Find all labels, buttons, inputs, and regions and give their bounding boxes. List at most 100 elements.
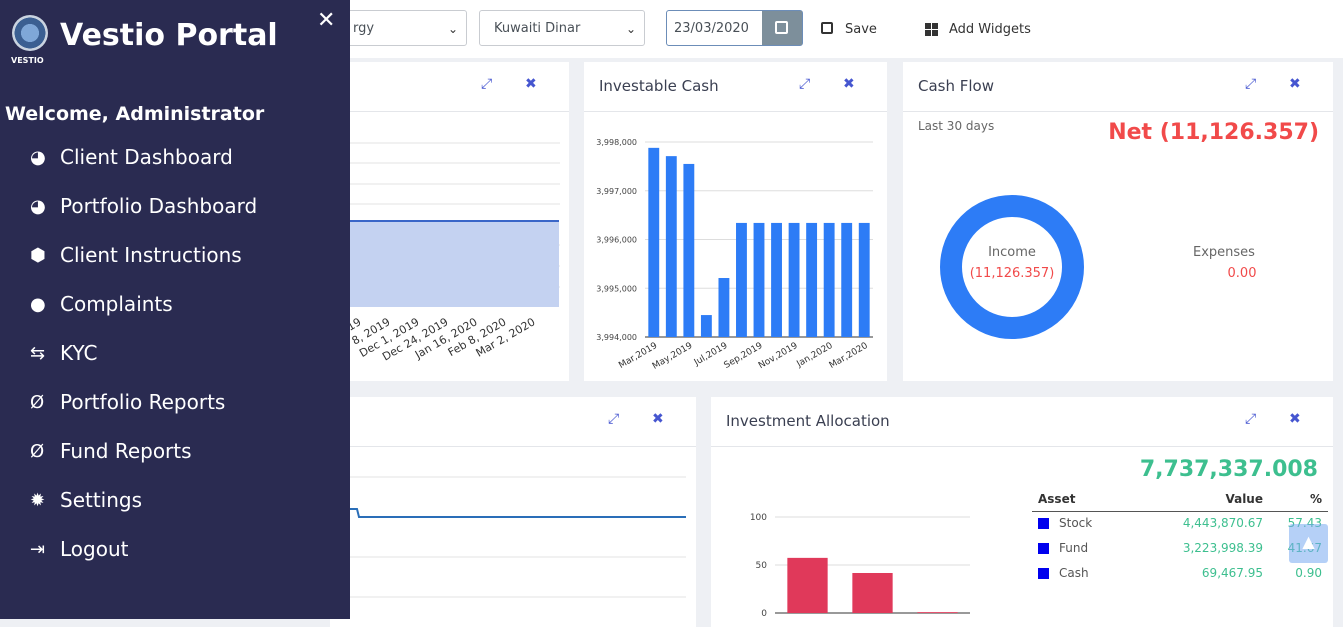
- close-icon[interactable]: ✖: [652, 411, 664, 427]
- donut-chart: Income (11,126.357) Expenses 0.00: [940, 195, 1257, 339]
- bar: [841, 222, 853, 337]
- calendar-button[interactable]: [762, 11, 802, 45]
- x-tick-label: Mar,2020: [828, 341, 870, 371]
- bar: [806, 222, 818, 337]
- date-input[interactable]: 23/03/2020: [666, 10, 803, 46]
- table-header: Asset Value %: [1032, 491, 1328, 512]
- area: [350, 221, 559, 307]
- close-icon[interactable]: ✖: [1289, 76, 1301, 92]
- bar: [823, 222, 835, 337]
- asset-name: Fund: [1059, 541, 1089, 555]
- menu-icon: Ø: [30, 392, 45, 413]
- bar: [700, 315, 712, 337]
- menu-item[interactable]: Client Dashboard: [60, 145, 233, 169]
- legend-swatch: [1038, 543, 1049, 554]
- close-icon[interactable]: ✖: [843, 76, 855, 92]
- menu-icon: Ø: [30, 441, 45, 462]
- menu-item[interactable]: Portfolio Reports: [60, 390, 226, 414]
- bar: [683, 163, 695, 337]
- asset-percent: 0.90: [1295, 566, 1322, 580]
- bar: [771, 222, 782, 337]
- expand-icon[interactable]: ⤢: [1245, 411, 1257, 427]
- widget-title: Investable Cash: [599, 77, 719, 95]
- expand-icon[interactable]: ⤢: [799, 76, 811, 92]
- menu-icon: ◕: [30, 196, 46, 217]
- slice-value: 0.00: [1228, 266, 1257, 281]
- logo-text: VESTIO: [11, 56, 44, 65]
- caret: ⌄: [447, 22, 458, 36]
- x-tick-label: May,2019: [651, 341, 695, 372]
- y-tick-label: 3,997,000: [596, 187, 637, 196]
- menu-item[interactable]: Fund Reports: [60, 439, 192, 463]
- widget: Cash Flow ⤢ ✖ Last 30 days Net (11,126.3…: [903, 62, 1333, 381]
- expand-icon[interactable]: ⤢: [608, 411, 620, 427]
- widget-title: Cash Flow: [918, 77, 994, 95]
- expand-icon[interactable]: ⤢: [1245, 76, 1257, 92]
- date-text: 23/03/2020: [674, 21, 749, 36]
- y-tick-label: 100: [750, 513, 767, 523]
- subtitle: Last 30 days: [918, 119, 995, 133]
- donut-slice: [940, 195, 1084, 339]
- close-icon[interactable]: ✖: [525, 76, 537, 92]
- widget: ⤢ ✖ 19 v 8, 2019 Dec 1, 2019 Dec 24, 2019 Ja…: [330, 62, 569, 381]
- currency-select[interactable]: Kuwaiti Dinar ⌄: [479, 10, 645, 46]
- add-widgets-button[interactable]: Add Widgets: [949, 22, 1031, 37]
- menu-item[interactable]: Settings: [60, 488, 143, 512]
- welcome: Welcome, Administrator: [5, 103, 265, 125]
- menu-icon: ⇥: [30, 539, 46, 560]
- menu-item[interactable]: KYC: [60, 341, 98, 365]
- widget-title: Investment Allocation: [726, 412, 890, 430]
- asset-value: 4,443,870.67: [1182, 516, 1263, 530]
- y-tick-label: 0: [761, 609, 767, 619]
- save-button[interactable]: Save: [845, 22, 877, 37]
- menu-icon: ✹: [30, 490, 46, 511]
- bar: [858, 222, 870, 337]
- menu-item[interactable]: Logout: [60, 537, 129, 561]
- menu-icon: ⇆: [30, 343, 46, 364]
- menu-icon: ◕: [30, 147, 46, 168]
- slice-label: Expenses: [1193, 245, 1255, 260]
- close-icon[interactable]: ✖: [1289, 411, 1301, 427]
- slice-label: Income: [988, 245, 1036, 260]
- widget-header: [330, 397, 696, 447]
- bar: [788, 222, 800, 337]
- y-tick-label: 50: [756, 561, 768, 571]
- y-tick-label: 3,998,000: [596, 138, 637, 147]
- asset-value: 69,467.95: [1201, 566, 1263, 580]
- bar-chart: 0 50 100: [750, 513, 970, 619]
- line-chart: [350, 476, 686, 598]
- widget-header: [584, 62, 887, 112]
- caret: ⌄: [625, 22, 636, 36]
- menu-icon: ⬢: [30, 245, 46, 266]
- logo: [12, 15, 48, 51]
- sidebar: VESTIO Vestio Portal ✕ Welcome, Administ…: [0, 0, 350, 619]
- y-tick-label: 3,995,000: [596, 284, 637, 293]
- bar: [736, 222, 747, 337]
- bar: [787, 557, 828, 613]
- close-sidebar[interactable]: ✕: [317, 8, 336, 33]
- widget-header: [711, 397, 1333, 447]
- calendar-icon: [775, 21, 788, 34]
- widget-header: [903, 62, 1333, 112]
- y-tick-label: 3,996,000: [596, 236, 637, 245]
- bar: [917, 612, 958, 613]
- select[interactable]: rgy ⌄: [338, 10, 467, 46]
- total-value: 7,737,337.008: [1139, 457, 1318, 482]
- bar: [753, 222, 765, 337]
- menu-item[interactable]: Client Instructions: [60, 243, 242, 267]
- select-text: rgy: [353, 21, 375, 36]
- menu-item[interactable]: Complaints: [60, 292, 173, 316]
- bar-chart: 3,994,000 3,995,000 3,996,000 3,997,000 3,99…: [596, 138, 873, 372]
- scroll-top-button[interactable]: ▲: [1289, 524, 1328, 563]
- asset-name: Stock: [1059, 516, 1093, 530]
- x-tick-label: Nov,2019: [757, 341, 800, 371]
- legend-swatch: [1038, 568, 1049, 579]
- bar: [852, 572, 893, 613]
- menu-item[interactable]: Portfolio Dashboard: [60, 194, 258, 218]
- widget: Investment Allocation ⤢ ✖ 7,737,337.008 …: [711, 397, 1333, 627]
- expand-icon[interactable]: ⤢: [481, 76, 493, 92]
- bar: [665, 156, 677, 337]
- widget-header: [330, 62, 569, 112]
